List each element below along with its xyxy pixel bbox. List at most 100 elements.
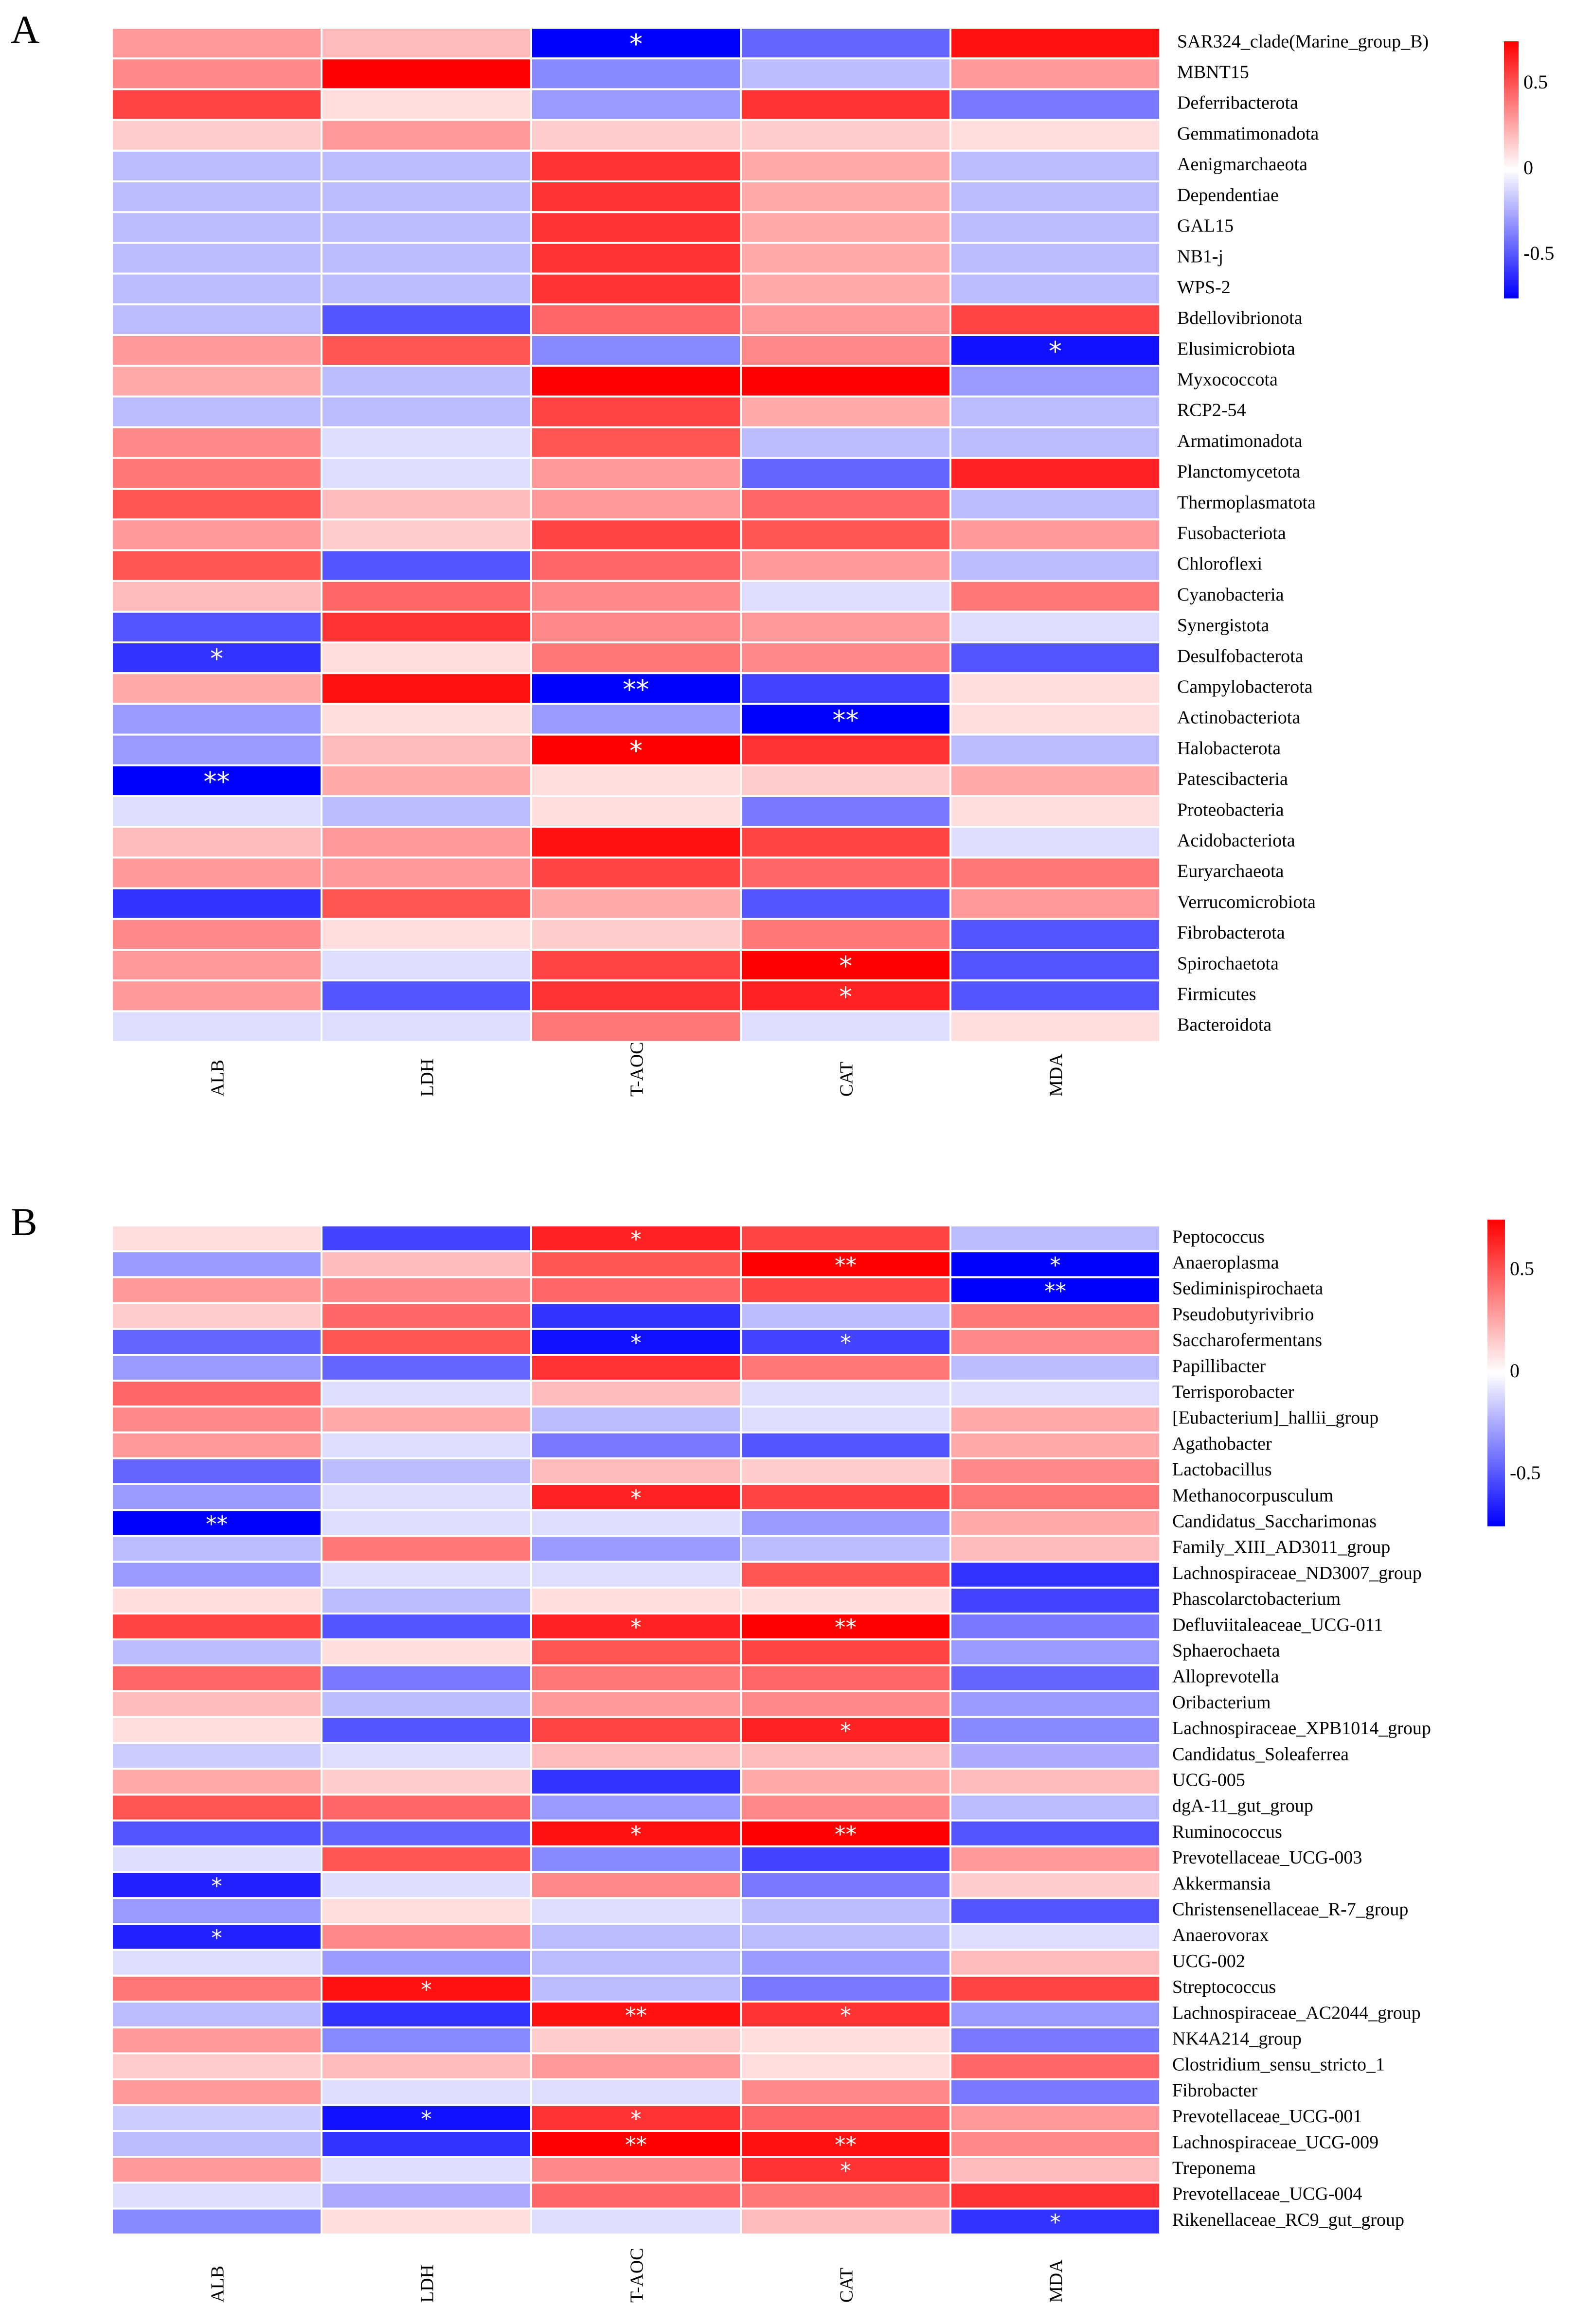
row-label: Deferribacterota (1177, 93, 1298, 113)
heatmap-cell (740, 764, 951, 798)
significance-mark: ** (625, 2132, 647, 2158)
color-bar-segment (1504, 155, 1519, 158)
color-bar-segment (1487, 1322, 1505, 1325)
heatmap-cell (949, 242, 1161, 275)
color-bar-segment (1504, 262, 1519, 265)
heatmap-cell (321, 1250, 532, 1278)
heatmap-cell (530, 549, 742, 582)
heatmap-cell (111, 1768, 322, 1796)
heatmap-cell (740, 1276, 951, 1304)
heatmap-cell (111, 1509, 322, 1537)
heatmap-cell (111, 365, 322, 398)
color-bar-segment (1504, 163, 1519, 166)
color-bar-segment (1487, 1455, 1505, 1457)
color-bar-segment (1487, 1224, 1505, 1228)
color-bar-segment (1504, 120, 1519, 123)
color-bar-segment (1504, 248, 1519, 251)
color-bar-segment (1487, 1304, 1505, 1307)
color-bar-segment (1504, 285, 1519, 288)
color-bar-segment (1504, 291, 1519, 294)
color-bar-segment (1504, 95, 1519, 97)
color-bar-segment (1487, 1253, 1505, 1256)
row-label: Fusobacteriota (1177, 523, 1286, 544)
heatmap-cell (949, 1224, 1161, 1253)
heatmap-cell (530, 1457, 742, 1486)
column-label: ALB (208, 1060, 228, 1097)
color-bar-segment (1487, 1482, 1505, 1486)
row-label: WPS-2 (1177, 277, 1231, 298)
heatmap-cell (949, 610, 1161, 644)
heatmap-cell (321, 918, 532, 951)
column-label: MDA (1046, 1053, 1067, 1097)
heatmap-cell (530, 1768, 742, 1796)
heatmap-cell (949, 1638, 1161, 1667)
heatmap-cell (949, 1561, 1161, 1589)
heatmap-cell (740, 457, 951, 490)
heatmap-cell (949, 149, 1161, 182)
panel-b-letter: B (11, 1200, 37, 1244)
color-bar-segment (1504, 159, 1519, 161)
row-label: Planctomycetota (1177, 461, 1300, 482)
heatmap-cell (321, 211, 532, 244)
color-bar-segment (1504, 264, 1519, 266)
heatmap-cell (949, 703, 1161, 736)
heatmap-cell (530, 88, 742, 121)
color-bar-segment (1487, 1268, 1505, 1271)
column-label: CAT (837, 2268, 857, 2303)
heatmap-cell (740, 1923, 951, 1951)
heatmap-cell (530, 27, 742, 60)
heatmap-cell (321, 303, 532, 336)
heatmap-cell (530, 1405, 742, 1434)
significance-mark: ** (833, 705, 859, 736)
color-bar-segment (1487, 1406, 1505, 1409)
heatmap-cell (740, 580, 951, 613)
color-bar-segment (1504, 214, 1519, 217)
row-label: Phascolarctobacterium (1172, 1589, 1341, 1609)
heatmap-cell (740, 1535, 951, 1563)
heatmap-cell (111, 1328, 322, 1356)
color-bar-segment (1504, 157, 1519, 160)
color-bar-segment (1504, 193, 1519, 196)
color-bar-segment (1487, 1355, 1505, 1358)
heatmap-cell (321, 1949, 532, 1977)
row-label: Terrisporobacter (1172, 1382, 1294, 1402)
heatmap-cell (740, 918, 951, 951)
heatmap-cell (740, 2001, 951, 2029)
color-bar-segment (1487, 1263, 1505, 1266)
color-bar-segment (1487, 1447, 1505, 1450)
color-bar-segment (1504, 178, 1519, 181)
significance-mark: * (629, 29, 643, 59)
heatmap-cell (949, 272, 1161, 305)
row-label: Lactobacillus (1172, 1459, 1272, 1480)
significance-mark: * (840, 2003, 851, 2028)
heatmap-cell (530, 887, 742, 920)
heatmap-cell (949, 457, 1161, 490)
heatmap-cell (530, 1010, 742, 1043)
heatmap-cell (111, 1457, 322, 1486)
heatmap-cell (530, 242, 742, 275)
row-label: Papillibacter (1172, 1356, 1266, 1376)
heatmap-cell (530, 641, 742, 674)
heatmap-cell (321, 2156, 532, 2184)
color-bar-segment (1487, 1488, 1505, 1491)
color-bar-segment (1487, 1416, 1505, 1419)
heatmap-cell (111, 1819, 322, 1847)
color-bar-segment (1504, 148, 1519, 151)
significance-mark: ** (835, 2132, 857, 2158)
heatmap-cell (740, 2026, 951, 2055)
heatmap-cell (111, 1224, 322, 1253)
color-bar-segment (1504, 144, 1519, 147)
heatmap-cell (111, 856, 322, 889)
heatmap-cell (949, 1793, 1161, 1822)
color-bar-segment (1487, 1480, 1505, 1483)
heatmap-cell (949, 795, 1161, 828)
color-bar-segment (1487, 1475, 1505, 1478)
color-bar-segment (1504, 240, 1519, 243)
color-bar-segment (1504, 210, 1519, 213)
heatmap-cell (949, 119, 1161, 152)
heatmap-cell (530, 764, 742, 798)
heatmap-cell (740, 856, 951, 889)
significance-mark: ** (835, 1252, 857, 1278)
color-bar-segment (1487, 1419, 1505, 1422)
row-label: Campylobacterota (1177, 677, 1313, 697)
